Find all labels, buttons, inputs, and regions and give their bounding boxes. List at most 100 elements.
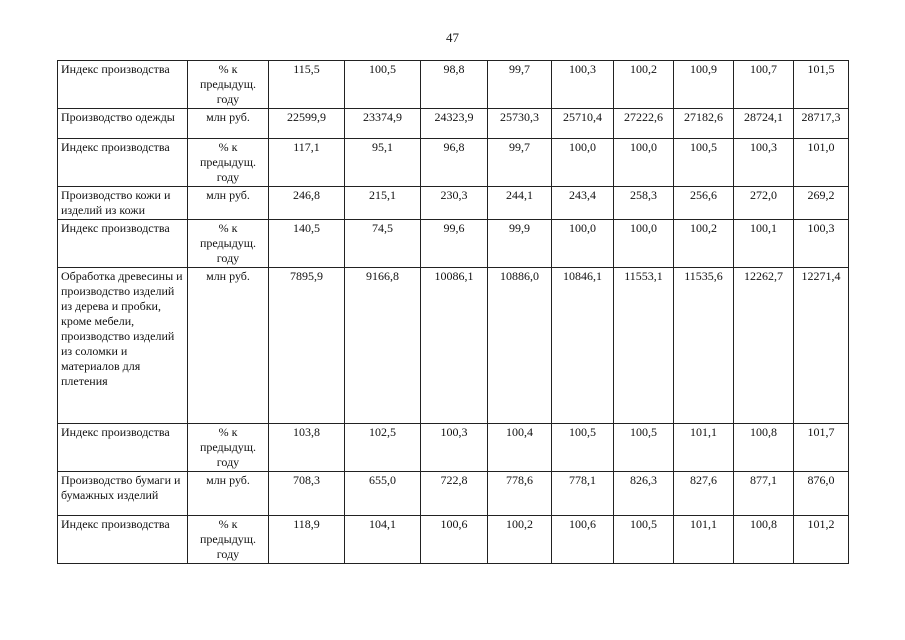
row-value: 708,3 bbox=[268, 471, 345, 516]
table-body: Индекс производства% к предыдущ. году 115… bbox=[57, 60, 849, 564]
row-value: 100,0 bbox=[551, 219, 614, 268]
row-value: 101,7 bbox=[793, 423, 849, 472]
row-value: 104,1 bbox=[344, 515, 421, 564]
row-value: 100,5 bbox=[551, 423, 614, 472]
row-value: 99,6 bbox=[420, 219, 488, 268]
row-value: 22599,9 bbox=[268, 108, 345, 139]
row-value: 100,4 bbox=[487, 423, 552, 472]
row-unit: млн руб. bbox=[187, 471, 269, 516]
row-value: 115,5 bbox=[268, 60, 345, 109]
row-value: 7895,9 bbox=[268, 267, 345, 424]
table-row: Индекс производства% к предыдущ. году 140… bbox=[57, 219, 849, 268]
table-row: Производство бумаги и бумажных изделий мл… bbox=[57, 471, 849, 516]
row-value: 100,5 bbox=[613, 515, 674, 564]
row-value: 25710,4 bbox=[551, 108, 614, 139]
row-value: 96,8 bbox=[420, 138, 488, 187]
row-value: 100,5 bbox=[613, 423, 674, 472]
row-unit: млн руб. bbox=[187, 108, 269, 139]
row-value: 826,3 bbox=[613, 471, 674, 516]
row-value: 12271,4 bbox=[793, 267, 849, 424]
row-value: 10886,0 bbox=[487, 267, 552, 424]
row-label: Индекс производства bbox=[57, 219, 188, 268]
row-unit: млн руб. bbox=[187, 267, 269, 424]
row-value: 140,5 bbox=[268, 219, 345, 268]
row-label: Обработка древесины и производство издел… bbox=[57, 267, 188, 424]
row-value: 101,1 bbox=[673, 515, 734, 564]
row-value: 100,3 bbox=[420, 423, 488, 472]
row-value: 10086,1 bbox=[420, 267, 488, 424]
row-value: 98,8 bbox=[420, 60, 488, 109]
row-label: Индекс производства bbox=[57, 515, 188, 564]
row-unit: % к предыдущ. году bbox=[187, 515, 269, 564]
row-value: 28724,1 bbox=[733, 108, 794, 139]
row-value: 244,1 bbox=[487, 186, 552, 220]
row-value: 655,0 bbox=[344, 471, 421, 516]
row-unit: % к предыдущ. году bbox=[187, 138, 269, 187]
row-value: 100,0 bbox=[551, 138, 614, 187]
row-value: 100,5 bbox=[673, 138, 734, 187]
row-value: 215,1 bbox=[344, 186, 421, 220]
table-row: Обработка древесины и производство издел… bbox=[57, 267, 849, 424]
row-value: 100,1 bbox=[733, 219, 794, 268]
row-value: 117,1 bbox=[268, 138, 345, 187]
row-value: 99,7 bbox=[487, 138, 552, 187]
table-row: Производство одежды млн руб. 22599,9 23374,… bbox=[57, 108, 849, 139]
row-value: 101,1 bbox=[673, 423, 734, 472]
row-value: 100,6 bbox=[420, 515, 488, 564]
row-value: 23374,9 bbox=[344, 108, 421, 139]
row-value: 118,9 bbox=[268, 515, 345, 564]
row-label: Производство одежды bbox=[57, 108, 188, 139]
row-unit: % к предыдущ. году bbox=[187, 219, 269, 268]
row-value: 100,2 bbox=[613, 60, 674, 109]
row-value: 12262,7 bbox=[733, 267, 794, 424]
row-value: 100,2 bbox=[487, 515, 552, 564]
row-value: 99,9 bbox=[487, 219, 552, 268]
row-value: 272,0 bbox=[733, 186, 794, 220]
row-value: 101,2 bbox=[793, 515, 849, 564]
row-value: 100,2 bbox=[673, 219, 734, 268]
row-value: 256,6 bbox=[673, 186, 734, 220]
row-value: 95,1 bbox=[344, 138, 421, 187]
row-unit: млн руб. bbox=[187, 186, 269, 220]
row-value: 100,0 bbox=[613, 219, 674, 268]
row-value: 10846,1 bbox=[551, 267, 614, 424]
row-value: 827,6 bbox=[673, 471, 734, 516]
row-label: Индекс производства bbox=[57, 423, 188, 472]
row-value: 27222,6 bbox=[613, 108, 674, 139]
row-value: 100,8 bbox=[733, 423, 794, 472]
row-value: 100,8 bbox=[733, 515, 794, 564]
row-value: 11535,6 bbox=[673, 267, 734, 424]
row-label: Индекс производства bbox=[57, 60, 188, 109]
row-value: 246,8 bbox=[268, 186, 345, 220]
table-row: Индекс производства% к предыдущ. году 117… bbox=[57, 138, 849, 187]
table-row: Производство кожи и изделий из кожи млн р… bbox=[57, 186, 849, 220]
row-value: 28717,3 bbox=[793, 108, 849, 139]
row-unit: % к предыдущ. году bbox=[187, 60, 269, 109]
row-value: 74,5 bbox=[344, 219, 421, 268]
table-row: Индекс производства% к предыдущ. году 118… bbox=[57, 515, 849, 564]
row-label: Индекс производства bbox=[57, 138, 188, 187]
row-value: 99,7 bbox=[487, 60, 552, 109]
row-value: 243,4 bbox=[551, 186, 614, 220]
row-value: 100,5 bbox=[344, 60, 421, 109]
row-value: 24323,9 bbox=[420, 108, 488, 139]
row-value: 103,8 bbox=[268, 423, 345, 472]
row-value: 9166,8 bbox=[344, 267, 421, 424]
table-row: Индекс производства% к предыдущ. году 103… bbox=[57, 423, 849, 472]
row-value: 100,6 bbox=[551, 515, 614, 564]
row-value: 877,1 bbox=[733, 471, 794, 516]
row-value: 230,3 bbox=[420, 186, 488, 220]
row-value: 100,0 bbox=[613, 138, 674, 187]
table-row: Индекс производства% к предыдущ. году 115… bbox=[57, 60, 849, 109]
row-value: 258,3 bbox=[613, 186, 674, 220]
row-value: 11553,1 bbox=[613, 267, 674, 424]
row-value: 100,3 bbox=[793, 219, 849, 268]
row-value: 778,1 bbox=[551, 471, 614, 516]
row-unit: % к предыдущ. году bbox=[187, 423, 269, 472]
row-label: Производство бумаги и бумажных изделий bbox=[57, 471, 188, 516]
page-number: 47 bbox=[446, 30, 459, 45]
row-value: 269,2 bbox=[793, 186, 849, 220]
row-value: 100,3 bbox=[733, 138, 794, 187]
row-value: 101,5 bbox=[793, 60, 849, 109]
